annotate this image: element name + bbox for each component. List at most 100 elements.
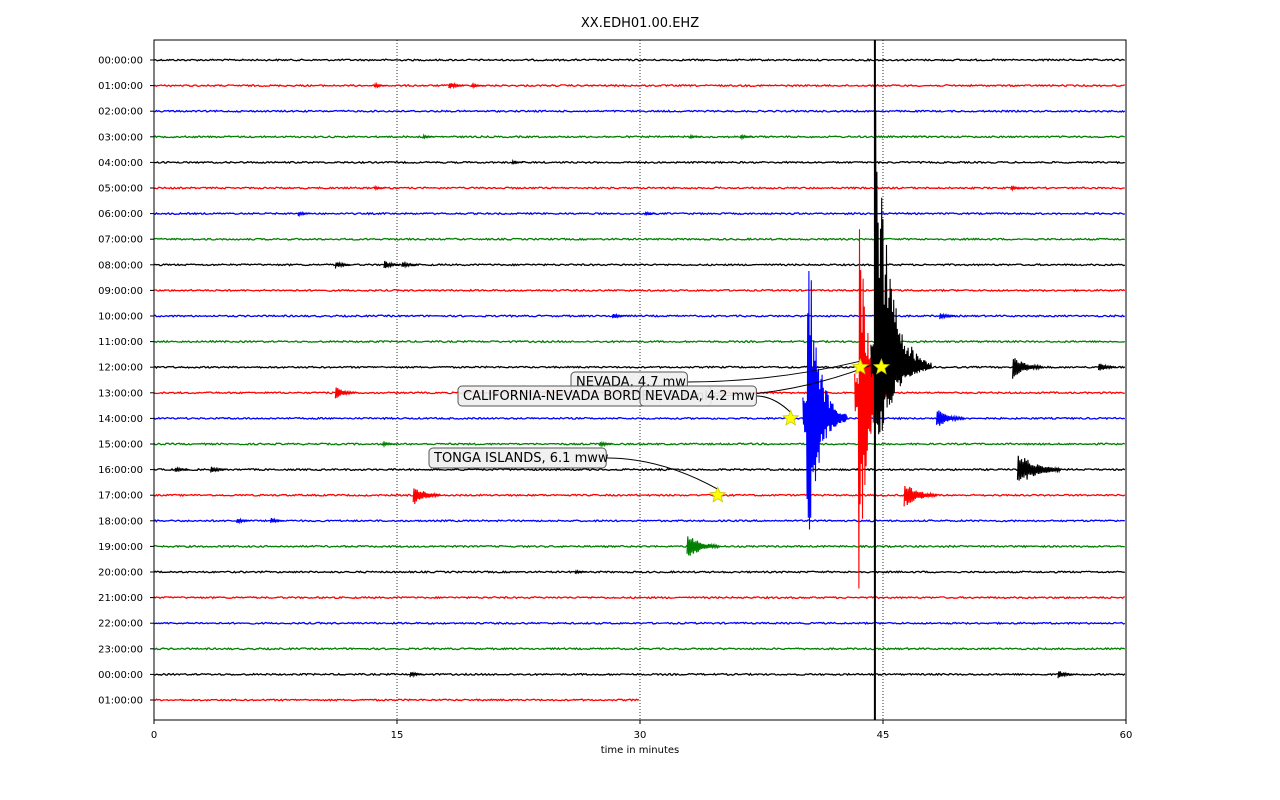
signal-burst <box>903 485 938 507</box>
y-tick-label: 10:00:00 <box>98 312 143 323</box>
trace-row <box>153 339 1126 344</box>
x-tick-label: 0 <box>151 730 157 741</box>
y-tick-label: 11:00:00 <box>98 337 143 348</box>
trace-row <box>153 698 640 702</box>
y-tick-label: 01:00:00 <box>98 696 143 707</box>
trace-row <box>153 647 1126 651</box>
signal-burst <box>1057 671 1075 679</box>
y-tick-label: 05:00:00 <box>98 184 143 195</box>
annotation-arrow <box>606 457 719 490</box>
y-tick-label: 20:00:00 <box>98 568 143 579</box>
trace-row <box>154 544 1125 549</box>
signal-burst <box>412 488 441 504</box>
y-tick-label: 03:00:00 <box>98 132 143 143</box>
trace-row <box>153 262 1126 267</box>
signal-burst <box>939 312 956 320</box>
trace-row <box>153 570 1125 574</box>
annotation-arrow <box>756 395 792 413</box>
trace-row <box>153 135 1125 139</box>
y-tick-label: 18:00:00 <box>98 516 143 527</box>
trace-row <box>153 83 1126 88</box>
trace-row <box>153 365 1126 370</box>
signal-burst <box>174 466 189 473</box>
y-tick-label: 04:00:00 <box>98 158 143 169</box>
earthquake-waveform <box>870 110 933 447</box>
y-tick-label: 23:00:00 <box>98 644 143 655</box>
signal-burst <box>270 517 285 524</box>
signal-burst <box>644 210 657 217</box>
signal-burst <box>611 312 627 319</box>
y-tick-label: 01:00:00 <box>98 81 143 92</box>
trace-row <box>153 314 1125 318</box>
trace-row <box>153 467 1126 472</box>
y-tick-label: 12:00:00 <box>98 363 143 374</box>
signal-burst <box>373 81 388 90</box>
signal-burst <box>448 81 465 90</box>
trace-row <box>153 186 1125 190</box>
y-tick-label: 02:00:00 <box>98 107 143 118</box>
trace-row <box>154 288 1126 293</box>
y-tick-label: 09:00:00 <box>98 286 143 297</box>
y-tick-label: 16:00:00 <box>98 465 143 476</box>
event-label: TONGA ISLANDS, 6.1 mww <box>433 451 609 466</box>
x-tick-label: 15 <box>391 730 404 741</box>
signal-burst <box>1097 363 1117 371</box>
y-tick-label: 14:00:00 <box>98 414 143 425</box>
y-tick-label: 17:00:00 <box>98 491 143 502</box>
signal-burst <box>470 82 485 90</box>
signal-burst <box>210 466 227 473</box>
x-axis-label: time in minutes <box>601 745 680 756</box>
trace-row <box>153 595 1125 600</box>
signal-burst <box>935 410 966 426</box>
signal-burst <box>1016 455 1061 481</box>
trace-row <box>153 493 1126 498</box>
trace-row <box>153 109 1126 114</box>
signal-burst <box>739 133 754 141</box>
signal-burst <box>409 671 424 678</box>
y-tick-label: 22:00:00 <box>98 619 143 630</box>
signal-burst <box>334 387 356 399</box>
trace-row <box>153 442 1126 446</box>
y-tick-label: 15:00:00 <box>98 440 143 451</box>
signal-burst <box>689 133 702 140</box>
signal-burst <box>422 133 435 140</box>
y-tick-label: 00:00:00 <box>98 670 143 681</box>
signal-burst <box>236 517 251 525</box>
signal-burst <box>383 260 401 269</box>
event-star-icon <box>709 486 727 503</box>
earthquake-waveform <box>802 270 848 530</box>
chart-title: XX.EDH01.00.EHZ <box>581 16 699 31</box>
signal-burst <box>297 211 312 218</box>
trace-row <box>153 621 1126 626</box>
trace-row <box>153 237 1126 241</box>
signal-burst <box>1010 185 1025 192</box>
x-tick-label: 30 <box>634 730 647 741</box>
trace-row <box>153 672 1126 677</box>
signal-burst <box>381 440 396 449</box>
x-tick-label: 45 <box>877 730 890 741</box>
y-tick-label: 00:00:00 <box>98 56 143 67</box>
trace-row <box>153 519 1125 523</box>
signal-burst <box>511 158 524 165</box>
event-star-icon <box>782 409 800 426</box>
signal-burst <box>401 261 418 269</box>
signal-burst <box>334 261 351 269</box>
annotation-box <box>428 447 607 469</box>
y-tick-label: 06:00:00 <box>98 209 143 220</box>
signal-burst <box>686 536 721 556</box>
signal-burst <box>373 184 386 192</box>
trace-row <box>153 211 1126 216</box>
signal-burst <box>1012 358 1044 379</box>
event-star-icon <box>872 358 891 375</box>
event-star-icon <box>851 358 869 375</box>
event-label: NEVADA, 4.2 mw <box>645 389 755 404</box>
y-tick-label: 21:00:00 <box>98 593 143 604</box>
axes: 00:00:00 01:00:00 02:00:00 03:00:00 04:00:00… <box>98 39 1132 741</box>
trace-row <box>153 58 1125 62</box>
trace-layer <box>153 58 1126 702</box>
y-tick-label: 07:00:00 <box>98 235 143 246</box>
trace-row <box>153 416 1126 421</box>
annotation-arrow <box>687 360 861 383</box>
